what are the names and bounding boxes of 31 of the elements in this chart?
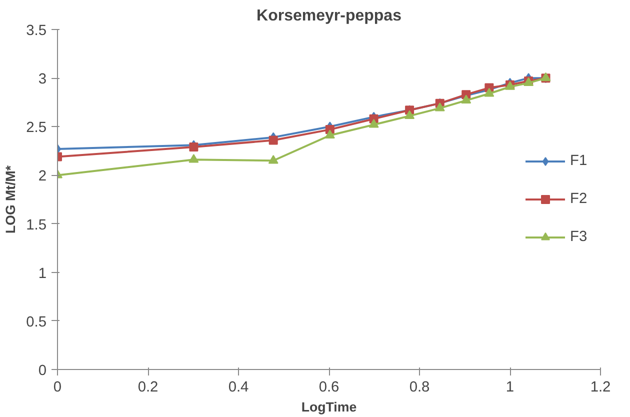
point <box>188 154 199 163</box>
y-tick-label: 2 <box>38 168 47 185</box>
chart-title: Korsemeyr-peppas <box>256 8 402 24</box>
x-tick-label: 1 <box>506 380 514 396</box>
y-tick-label: 1.5 <box>26 217 46 234</box>
y-tick-label: 0.5 <box>26 314 46 330</box>
point <box>189 142 198 152</box>
point <box>368 119 379 128</box>
x-tick-label: 0.6 <box>318 380 340 396</box>
point <box>434 102 445 112</box>
x-tick-label: 0 <box>53 380 62 396</box>
point <box>324 130 335 138</box>
y-tick-label: 3.5 <box>26 23 46 39</box>
x-axis-title: LogTime <box>301 400 357 414</box>
legend-label: F1 <box>570 153 588 169</box>
point <box>484 88 494 97</box>
point <box>461 94 472 104</box>
legend-label: F3 <box>570 229 588 245</box>
y-tick-label: 3 <box>38 72 47 88</box>
x-tick-label: 0.8 <box>409 380 430 396</box>
y-tick-label: 1 <box>38 266 47 282</box>
point <box>404 110 415 120</box>
y-tick-label: 0 <box>38 363 47 379</box>
x-tick-label: 1.2 <box>590 380 611 396</box>
y-axis-title: LOG Mt/M* <box>3 164 18 234</box>
x-tick-label: 0.2 <box>138 380 158 396</box>
point <box>268 136 278 145</box>
x-tick-label: 0.4 <box>228 380 249 396</box>
point <box>268 154 278 164</box>
legend-label: F2 <box>570 191 588 207</box>
y-tick-label: 2.5 <box>26 120 46 136</box>
